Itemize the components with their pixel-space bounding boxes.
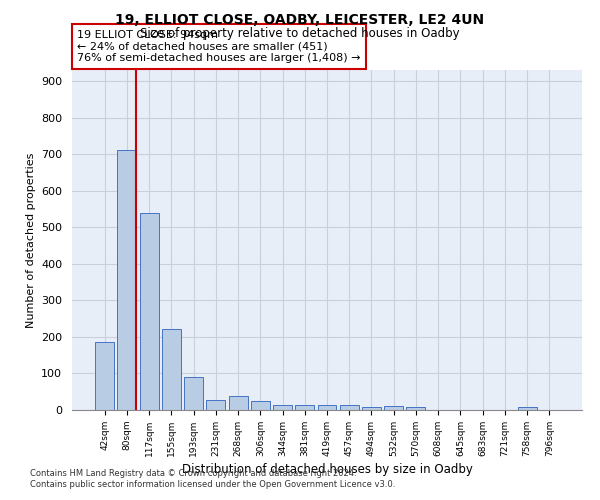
Y-axis label: Number of detached properties: Number of detached properties [26, 152, 35, 328]
Bar [184, 377, 203, 410]
Bar [206, 400, 225, 410]
Bar [273, 404, 292, 410]
Bar [317, 405, 337, 410]
Bar [140, 212, 158, 410]
Bar [406, 407, 425, 410]
Bar [95, 342, 114, 410]
Bar [251, 401, 270, 410]
Bar [229, 396, 248, 410]
Bar [118, 150, 136, 410]
Bar [384, 406, 403, 410]
X-axis label: Distribution of detached houses by size in Oadby: Distribution of detached houses by size … [182, 463, 472, 476]
Bar [362, 407, 381, 410]
Bar [340, 405, 359, 410]
Text: Size of property relative to detached houses in Oadby: Size of property relative to detached ho… [140, 28, 460, 40]
Bar [295, 405, 314, 410]
Bar [162, 329, 181, 410]
Text: Contains HM Land Registry data © Crown copyright and database right 2024.: Contains HM Land Registry data © Crown c… [30, 468, 356, 477]
Text: 19 ELLIOT CLOSE: 94sqm
← 24% of detached houses are smaller (451)
76% of semi-de: 19 ELLIOT CLOSE: 94sqm ← 24% of detached… [77, 30, 361, 63]
Text: 19, ELLIOT CLOSE, OADBY, LEICESTER, LE2 4UN: 19, ELLIOT CLOSE, OADBY, LEICESTER, LE2 … [115, 12, 485, 26]
Bar [518, 407, 536, 410]
Text: Contains public sector information licensed under the Open Government Licence v3: Contains public sector information licen… [30, 480, 395, 489]
